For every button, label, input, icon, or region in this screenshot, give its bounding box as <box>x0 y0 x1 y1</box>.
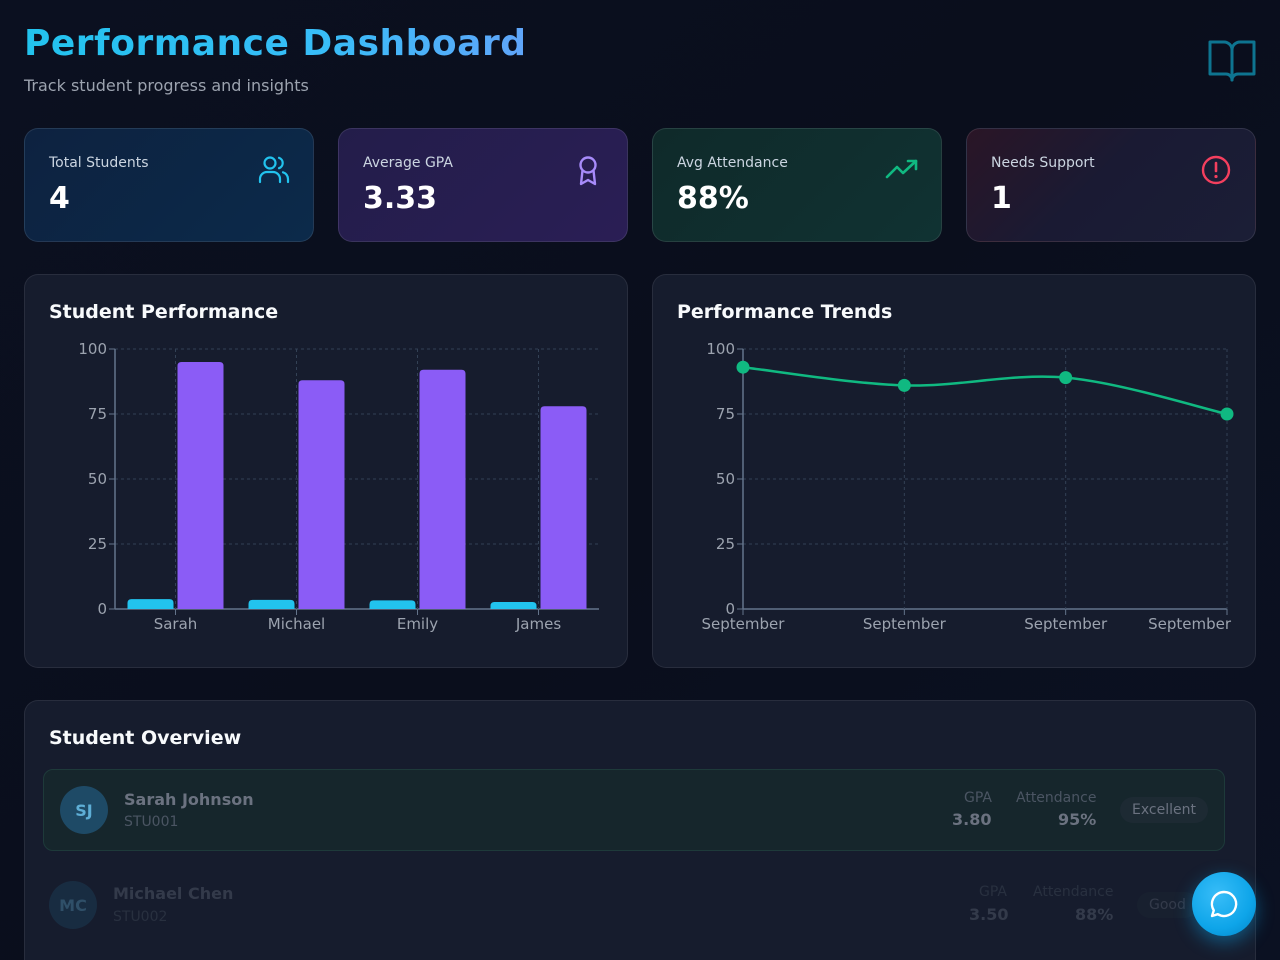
student-name: Sarah Johnson <box>124 790 254 809</box>
stat-value: 1 <box>991 181 1012 216</box>
y-tick-label: 25 <box>716 535 735 553</box>
x-tick-label: September <box>1148 615 1232 633</box>
y-tick-label: 75 <box>716 405 735 423</box>
x-tick-label: Michael <box>268 615 325 633</box>
avatar: SJ <box>60 786 108 834</box>
chat-button[interactable] <box>1192 872 1256 936</box>
data-point <box>897 378 911 392</box>
bar <box>248 599 295 609</box>
y-tick-label: 100 <box>78 340 107 358</box>
stat-card-needs-support: Needs Support 1 <box>966 128 1256 242</box>
gpa-label: GPA <box>964 790 992 806</box>
x-tick-label: September <box>702 615 786 633</box>
x-tick-label: September <box>863 615 947 633</box>
stat-label: Average GPA <box>363 155 453 171</box>
avatar-initials: MC <box>59 895 87 915</box>
message-circle-icon <box>1210 890 1238 918</box>
student-performance-panel: Student Performance 0 25 50 75 100 Sarah Micha… <box>24 274 628 668</box>
data-point <box>1059 371 1073 385</box>
bar <box>490 601 537 609</box>
page-title: Performance Dashboard <box>24 23 527 64</box>
x-tick-label: Sarah <box>154 615 198 633</box>
status-badge: Excellent <box>1120 797 1208 823</box>
student-overview-panel: Student Overview SJ Sarah Johnson STU001… <box>24 700 1256 960</box>
gpa-value: 3.50 <box>969 905 1009 924</box>
stat-label: Total Students <box>49 155 149 171</box>
stat-value: 88% <box>677 181 749 216</box>
bar <box>540 406 587 609</box>
bar <box>298 380 345 609</box>
student-id: STU002 <box>113 909 168 925</box>
trending-up-icon <box>885 159 918 179</box>
x-tick-label: James <box>515 615 561 633</box>
student-row[interactable]: MC Michael Chen STU002 GPA 3.50 Attendan… <box>31 863 1231 945</box>
avatar-initials: SJ <box>75 800 93 820</box>
attendance-label: Attendance <box>1016 790 1097 806</box>
attendance-value: 88% <box>1075 905 1114 924</box>
student-performance-chart: 0 25 50 75 100 Sarah Michael Emily James <box>78 340 599 633</box>
users-icon <box>258 156 290 184</box>
stat-label: Avg Attendance <box>677 155 788 171</box>
attendance-value: 95% <box>1058 810 1097 829</box>
gpa-label: GPA <box>979 884 1007 900</box>
student-row[interactable]: SJ Sarah Johnson STU001 GPA 3.80 Attenda… <box>43 769 1225 851</box>
stat-card-avg-attendance: Avg Attendance 88% <box>652 128 942 242</box>
gpa-value: 3.80 <box>952 810 992 829</box>
data-point <box>1220 407 1234 421</box>
performance-trends-chart: 0 25 50 75 100 September September September Sep… <box>702 340 1234 633</box>
attendance-label: Attendance <box>1033 884 1114 900</box>
data-point <box>736 360 750 374</box>
panel-title: Student Overview <box>49 727 242 749</box>
y-tick-label: 50 <box>716 470 735 488</box>
avatar: MC <box>49 881 97 929</box>
y-tick-label: 0 <box>725 600 735 618</box>
series-line <box>742 365 1228 416</box>
bar <box>419 369 466 609</box>
performance-trends-panel: Performance Trends 0 25 50 75 100 September Se… <box>652 274 1256 668</box>
panel-title: Student Performance <box>49 301 279 323</box>
y-tick-label: 50 <box>88 470 107 488</box>
status-badge: Good <box>1137 892 1198 918</box>
y-tick-label: 0 <box>97 600 107 618</box>
stat-label: Needs Support <box>991 155 1095 171</box>
panel-title: Performance Trends <box>677 301 893 323</box>
student-id: STU001 <box>124 814 179 830</box>
stat-value: 3.33 <box>363 181 438 216</box>
bar <box>177 362 224 609</box>
stat-value: 4 <box>49 181 70 216</box>
y-tick-label: 25 <box>88 535 107 553</box>
stat-card-average-gpa: Average GPA 3.33 <box>338 128 628 242</box>
award-icon <box>579 156 597 186</box>
bar <box>369 600 416 609</box>
bar <box>127 599 174 609</box>
student-name: Michael Chen <box>113 884 234 903</box>
y-tick-label: 75 <box>88 405 107 423</box>
alert-circle-icon <box>1201 155 1231 185</box>
stat-card-total-students: Total Students 4 <box>24 128 314 242</box>
page-header: Performance Dashboard Track student prog… <box>24 22 526 95</box>
book-open-icon[interactable] <box>1206 36 1258 84</box>
x-tick-label: September <box>1024 615 1108 633</box>
y-tick-label: 100 <box>706 340 735 358</box>
x-tick-label: Emily <box>397 615 438 633</box>
page-subtitle: Track student progress and insights <box>24 76 309 95</box>
